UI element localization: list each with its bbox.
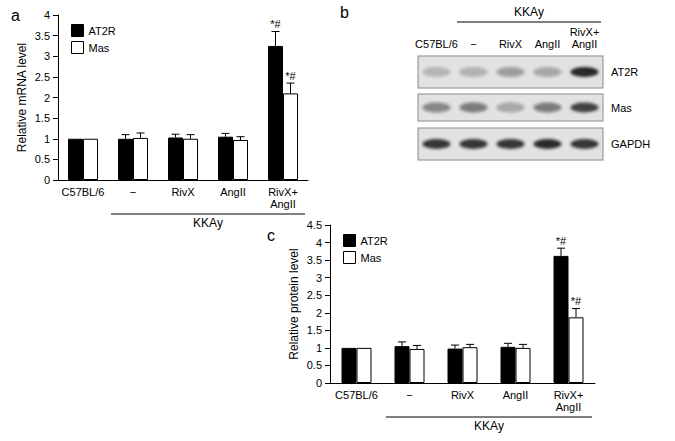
svg-text:AngII: AngII (572, 38, 598, 50)
svg-text:3: 3 (316, 272, 322, 284)
svg-text:Mas: Mas (361, 252, 382, 264)
svg-text:3.5: 3.5 (35, 30, 50, 42)
svg-text:AT2R: AT2R (89, 25, 116, 37)
svg-text:Relative protein level: Relative protein level (287, 248, 301, 359)
svg-text:*#: *# (270, 18, 281, 30)
svg-text:1.5: 1.5 (307, 324, 322, 336)
svg-text:0.5: 0.5 (307, 359, 322, 371)
svg-text:2.5: 2.5 (307, 289, 322, 301)
svg-text:1.5: 1.5 (35, 112, 50, 124)
svg-text:4: 4 (316, 237, 322, 249)
svg-text:AngII: AngII (535, 38, 561, 50)
svg-text:a: a (11, 7, 20, 24)
svg-text:c: c (267, 227, 275, 244)
svg-text:KKAy: KKAy (474, 419, 504, 433)
svg-text:AngII: AngII (503, 389, 529, 401)
svg-text:AT2R: AT2R (611, 66, 638, 78)
svg-text:*#: *# (556, 235, 567, 247)
svg-text:KKAy: KKAy (514, 5, 544, 19)
svg-text:RivX: RivX (171, 186, 195, 198)
svg-text:*#: *# (571, 295, 582, 307)
svg-text:1: 1 (316, 342, 322, 354)
svg-text:b: b (340, 4, 349, 21)
svg-text:Mas: Mas (89, 42, 110, 54)
svg-text:0: 0 (316, 377, 322, 389)
svg-text:*#: *# (285, 70, 296, 82)
svg-text:4.5: 4.5 (307, 219, 322, 231)
svg-text:C57BL/6: C57BL/6 (62, 186, 105, 198)
svg-text:2: 2 (44, 92, 50, 104)
svg-text:−: − (406, 389, 412, 401)
svg-text:AngII: AngII (270, 198, 296, 210)
svg-text:0.5: 0.5 (35, 153, 50, 165)
svg-text:KKAy: KKAy (193, 216, 223, 230)
svg-text:2.5: 2.5 (35, 71, 50, 83)
svg-text:−: − (130, 186, 136, 198)
svg-text:1: 1 (44, 133, 50, 145)
svg-text:AngII: AngII (220, 186, 246, 198)
svg-text:GAPDH: GAPDH (611, 138, 650, 150)
svg-text:4: 4 (44, 9, 50, 21)
svg-text:RivX+: RivX+ (570, 26, 600, 38)
svg-text:Relative mRNA level: Relative mRNA level (15, 43, 29, 152)
svg-text:3.5: 3.5 (307, 254, 322, 266)
svg-text:2: 2 (316, 307, 322, 319)
svg-text:AngII: AngII (556, 401, 582, 413)
svg-text:0: 0 (44, 174, 50, 186)
svg-text:AT2R: AT2R (361, 235, 388, 247)
svg-text:3: 3 (44, 50, 50, 62)
svg-text:−: − (470, 38, 476, 50)
svg-text:RivX: RivX (499, 38, 523, 50)
svg-text:C57BL/6: C57BL/6 (415, 38, 458, 50)
svg-text:Mas: Mas (611, 102, 632, 114)
svg-text:C57BL/6: C57BL/6 (335, 389, 378, 401)
svg-text:RivX+: RivX+ (268, 186, 298, 198)
svg-text:RivX: RivX (451, 389, 475, 401)
svg-text:RivX+: RivX+ (554, 389, 584, 401)
